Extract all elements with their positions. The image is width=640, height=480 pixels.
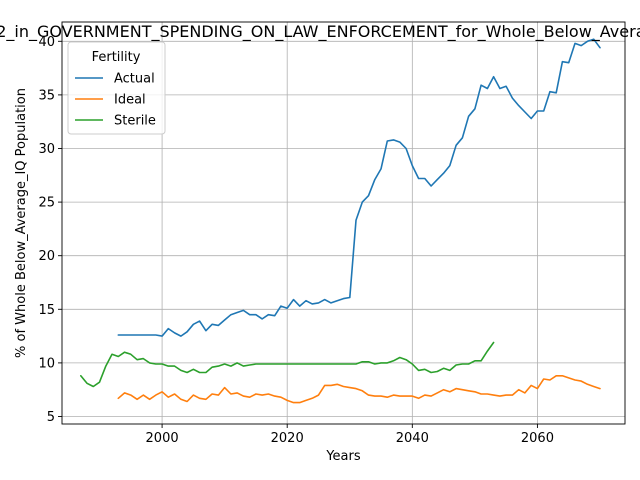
legend-label-sterile: Sterile: [114, 114, 156, 129]
series-line-sterile: [80, 341, 495, 388]
x-tick-label: 2040: [396, 431, 429, 446]
y-tick-label: 10: [38, 356, 55, 371]
legend-title: Fertility: [92, 50, 141, 65]
y-tick-label: 5: [47, 410, 55, 425]
x-tick-label: 2060: [521, 431, 554, 446]
chart-title: 2_in_GOVERNMENT_SPENDING_ON_LAW_ENFORCEM…: [0, 22, 640, 42]
plot-area: [61, 21, 626, 425]
y-tick-label: 15: [38, 303, 55, 318]
y-axis-label: % of Whole Below_Average_IQ Population: [14, 88, 29, 358]
y-axis-ticks: 5 10 15 20 25 30 35 40: [38, 35, 62, 425]
legend-label-ideal: Ideal: [114, 93, 146, 108]
y-tick-label: 35: [38, 88, 55, 103]
y-tick-label: 20: [38, 249, 55, 264]
x-tick-label: 2020: [271, 431, 304, 446]
legend-items: Actual Ideal Sterile: [75, 72, 156, 129]
y-tick-label: 30: [38, 142, 55, 157]
x-tick-label: 2000: [146, 431, 179, 446]
series-line-ideal: [117, 374, 601, 404]
x-axis-label: Years: [325, 449, 361, 464]
legend-label-actual: Actual: [114, 72, 155, 87]
legend: Fertility Actual Ideal Sterile: [67, 41, 166, 135]
legend-box: [67, 41, 166, 135]
series-layer: [80, 38, 601, 404]
x-axis-ticks: 2000 2020 2040 2060: [146, 424, 554, 446]
series-line-actual: [117, 38, 601, 337]
y-tick-label: 40: [38, 35, 55, 50]
y-tick-label: 25: [38, 196, 55, 211]
